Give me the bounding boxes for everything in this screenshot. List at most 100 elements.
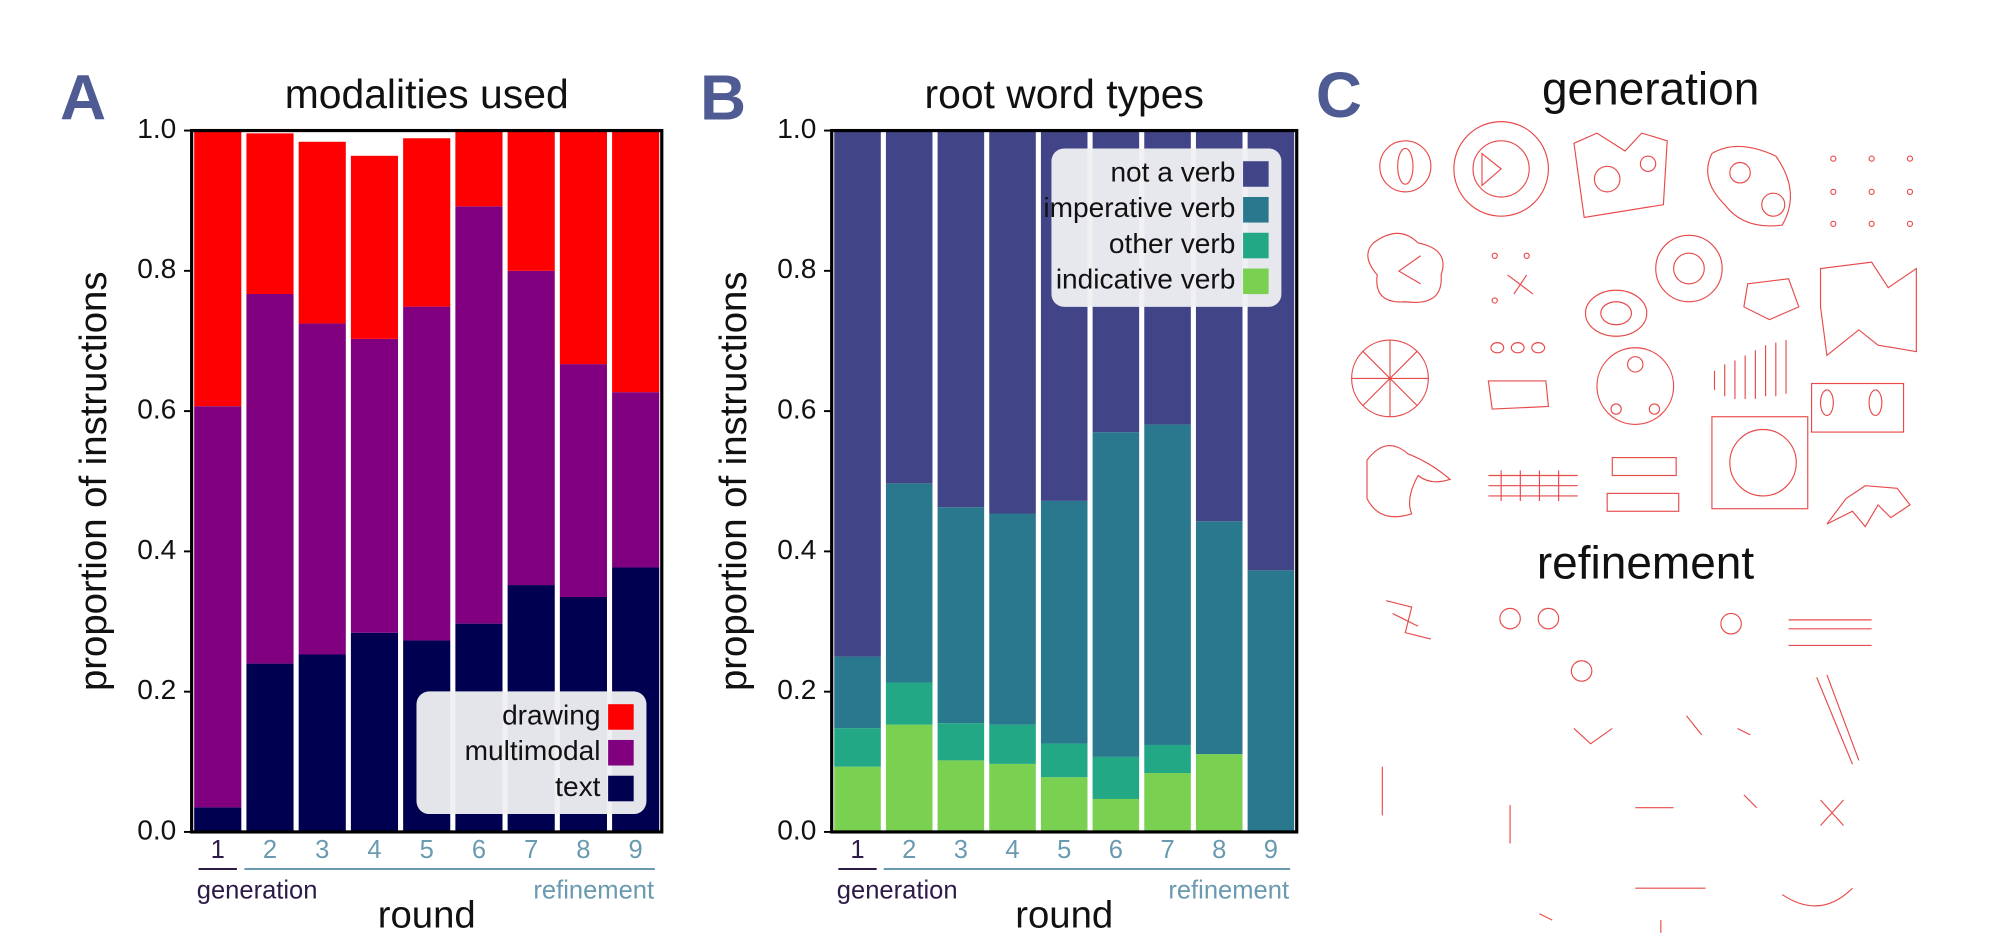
bar-segment	[834, 766, 881, 832]
sketch-title: generation	[1542, 62, 1759, 114]
bar-segment	[989, 724, 1036, 764]
y-axis-label: proportion of instructions	[712, 271, 755, 691]
bar-segment	[403, 138, 451, 307]
bar-segment	[403, 306, 451, 641]
chart-title: root word types	[924, 71, 1203, 117]
x-tick-label: 4	[1005, 836, 1019, 864]
bar-segment	[1092, 798, 1140, 832]
plot-frame	[830, 128, 1299, 834]
bar-segment	[937, 723, 985, 761]
bar-segment	[246, 133, 294, 294]
chart-title: modalities used	[285, 71, 569, 117]
bar-segment	[1092, 432, 1140, 757]
legend-swatch	[1243, 232, 1269, 259]
bar-segment	[989, 130, 1036, 514]
bar-segment	[612, 392, 660, 568]
legend-swatch	[608, 704, 634, 730]
bar-segment	[298, 654, 346, 832]
y-tick-label: 0.2	[137, 674, 176, 705]
bar-segment	[1040, 777, 1088, 832]
x-axis-label: round	[1015, 894, 1113, 937]
x-tick-label: 8	[1212, 836, 1226, 864]
bar-segment	[455, 130, 503, 207]
legend-label: drawing	[502, 699, 600, 730]
panel-label: A	[60, 61, 106, 133]
panel-label: C	[1316, 59, 1362, 131]
x-tick-label: 3	[954, 836, 968, 864]
plot-frame	[190, 128, 664, 834]
y-tick-label: 1.0	[777, 113, 816, 144]
x-tick-label: 9	[1264, 836, 1278, 864]
x-tick-label: 1	[850, 836, 864, 864]
bar-segment	[194, 807, 242, 832]
bar-segment	[989, 763, 1036, 832]
x-tick-label: 9	[629, 836, 643, 864]
panel-label: B	[700, 61, 746, 133]
legend-label: multimodal	[465, 735, 601, 766]
legend-label: not a verb	[1110, 156, 1235, 187]
legend-box	[1051, 148, 1282, 307]
x-tick-label: 5	[420, 836, 434, 864]
y-axis-label: proportion of instructions	[72, 271, 115, 691]
bar-segment	[885, 724, 933, 832]
y-tick-label: 1.0	[137, 113, 176, 144]
bar-segment	[246, 293, 294, 664]
x-tick-label: 5	[1057, 836, 1071, 864]
y-tick-label: 0.4	[777, 534, 816, 565]
bar-segment	[194, 406, 242, 808]
legend-swatch	[1243, 196, 1269, 223]
bar-segment	[885, 682, 933, 725]
bar-segment	[1040, 743, 1088, 778]
bar-segment	[1040, 500, 1088, 744]
bar-segment	[937, 760, 985, 832]
x-tick-label: 7	[1160, 836, 1174, 864]
y-tick-label: 0.2	[777, 674, 816, 705]
bar-segment	[834, 728, 881, 767]
bar-segment	[612, 130, 660, 393]
x-tick-label: 4	[367, 836, 381, 864]
bar-segment	[1144, 744, 1191, 774]
bar-segment	[937, 507, 985, 724]
legend-box	[416, 691, 647, 815]
sketch-title: refinement	[1537, 536, 1754, 588]
bar-segment	[1247, 570, 1295, 832]
bar-segment	[559, 130, 607, 365]
legend-swatch	[608, 739, 634, 766]
bar-segment	[350, 632, 399, 832]
y-tick-label: 0.0	[777, 814, 816, 845]
bar-segment	[989, 513, 1036, 725]
group-label: generation	[837, 877, 958, 905]
group-label: refinement	[1168, 877, 1289, 905]
bar-segment	[885, 483, 933, 683]
bar-segment	[1195, 754, 1243, 832]
x-tick-label: 1	[211, 836, 225, 864]
y-tick-label: 0.8	[137, 253, 176, 284]
x-tick-label: 6	[472, 836, 486, 864]
bar-segment	[455, 206, 503, 624]
bar-segment	[246, 663, 294, 832]
bar-segment	[507, 130, 555, 271]
x-tick-label: 2	[263, 836, 277, 864]
bar-segment	[298, 141, 346, 324]
bar-segment	[885, 130, 933, 484]
y-tick-label: 0.0	[137, 814, 176, 845]
bar-segment	[834, 656, 881, 729]
bar-segment	[298, 323, 346, 655]
y-tick-label: 0.6	[777, 394, 816, 425]
bar-segment	[194, 130, 242, 407]
x-tick-label: 3	[315, 836, 329, 864]
x-axis-label: round	[378, 894, 476, 937]
legend-swatch	[1243, 268, 1269, 295]
legend-swatch	[1243, 161, 1269, 187]
bar-segment	[834, 130, 881, 657]
y-tick-label: 0.6	[137, 394, 176, 425]
group-label: refinement	[533, 877, 654, 905]
bar-segment	[1144, 424, 1191, 745]
bar-segment	[350, 338, 399, 633]
y-tick-label: 0.4	[137, 534, 176, 565]
bar-segment	[1092, 756, 1140, 799]
legend-label: imperative verb	[1043, 192, 1235, 223]
legend-label: indicative verb	[1056, 264, 1236, 295]
bar-segment	[350, 155, 399, 339]
